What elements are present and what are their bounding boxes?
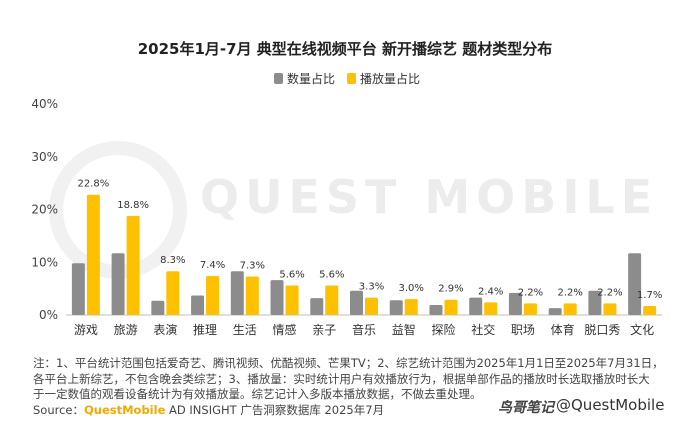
bar-count-7 — [350, 290, 363, 315]
source-line: Source：QuestMobile AD INSIGHT 广告洞察数据库 20… — [33, 403, 673, 419]
bar-play-8 — [404, 299, 418, 315]
y-tick-label: 20% — [31, 203, 58, 217]
bar-count-2 — [151, 300, 165, 315]
data-label-play-10: 2.4% — [478, 286, 503, 297]
x-tick-label: 音乐 — [352, 322, 376, 337]
data-label-play-3: 7.4% — [200, 260, 225, 271]
bar-play-6 — [325, 285, 339, 315]
x-tick-label: 情感 — [273, 322, 297, 337]
data-label-play-12: 2.2% — [557, 287, 582, 298]
bar-count-1 — [111, 253, 125, 315]
bar-play-3 — [206, 275, 220, 315]
chart-title: 2025年1月-7月 典型在线视频平台 新开播综艺 题材类型分布 — [137, 40, 553, 58]
bar-count-4 — [230, 271, 244, 315]
legend-swatch-play — [347, 73, 357, 84]
data-label-play-4: 7.3% — [240, 260, 265, 271]
y-tick-label: 10% — [31, 255, 58, 269]
brand-handle: @QuestMobile — [556, 396, 665, 414]
x-tick-label: 职场 — [511, 323, 535, 337]
data-label-play-2: 8.3% — [160, 255, 185, 266]
bar-play-9 — [444, 299, 458, 315]
x-tick-label: 体育 — [551, 322, 575, 337]
bar-play-14 — [643, 306, 657, 315]
legend-item-play: 播放量占比 — [347, 70, 420, 87]
note-line-1: 注：1、平台统计范围包括爱奇艺、腾讯视频、优酷视频、芒果TV；2、综艺统计范围为… — [33, 356, 664, 370]
bar-play-11 — [523, 303, 537, 315]
legend-swatch-count — [274, 73, 283, 84]
y-tick-label: 30% — [31, 150, 58, 164]
legend-label-count: 数量占比 — [287, 72, 336, 86]
footnotes: 注：1、平台统计范围包括爱奇艺、腾讯视频、优酷视频、芒果TV；2、综艺统计范围为… — [33, 356, 673, 418]
bar-count-13 — [588, 290, 602, 315]
x-tick-label: 探险 — [431, 322, 455, 337]
data-label-play-9: 2.9% — [438, 284, 463, 295]
chart-legend: 数量占比 播放量占比 — [274, 70, 420, 87]
bar-count-12 — [548, 308, 562, 315]
x-tick-label: 文化 — [630, 322, 654, 337]
bar-play-12 — [563, 303, 577, 315]
note-line-2: 各平台上新综艺，不包含晚会类综艺；3、播放量：实时统计用户有效播放行为，根据单部… — [33, 371, 650, 386]
bar-count-8 — [389, 300, 403, 315]
x-tick-label: 亲子 — [312, 323, 336, 337]
x-tick-label: 游戏 — [74, 323, 98, 337]
x-tick-label: 推理 — [193, 323, 217, 337]
source-detail: AD INSIGHT 广告洞察数据库 2025年7月 — [165, 402, 385, 417]
bar-count-11 — [508, 292, 522, 315]
data-label-play-1: 18.8% — [117, 200, 149, 211]
data-label-play-0: 22.8% — [77, 179, 109, 190]
bar-play-0 — [86, 194, 100, 315]
y-tick-label: 40% — [31, 97, 58, 111]
data-label-play-11: 2.2% — [518, 287, 543, 298]
legend-label-play: 播放量占比 — [360, 72, 421, 86]
x-tick-label: 益智 — [392, 322, 416, 337]
bar-play-5 — [285, 285, 299, 315]
source-label: Source： — [33, 402, 84, 417]
bar-count-14 — [628, 253, 642, 315]
bar-play-10 — [484, 302, 498, 315]
legend-item-count: 数量占比 — [274, 70, 335, 87]
bar-count-6 — [310, 298, 324, 315]
bar-count-0 — [71, 263, 85, 315]
note-line-3: 于一定数值的观看设备统计为有效播放量。综艺记计入多版本播放数据，不做去重处理。 — [33, 387, 482, 401]
source-brand: QuestMobile — [84, 402, 166, 417]
x-tick-label: 社交 — [471, 322, 495, 337]
bar-count-10 — [469, 297, 483, 315]
bar-play-13 — [603, 303, 617, 315]
bar-count-9 — [429, 304, 443, 315]
bar-count-5 — [270, 280, 284, 315]
x-tick-label: 表演 — [153, 322, 177, 337]
data-label-play-14: 1.7% — [637, 290, 662, 301]
watermark-text: QUEST MOBILE — [200, 170, 658, 224]
bar-play-2 — [166, 271, 180, 315]
bar-play-1 — [126, 215, 140, 315]
data-label-play-8: 3.0% — [399, 283, 424, 294]
brand-logo: 鸟哥笔记 — [498, 400, 554, 416]
bar-count-3 — [191, 295, 205, 315]
bar-play-4 — [245, 276, 259, 315]
data-label-play-5: 5.6% — [279, 269, 304, 280]
data-label-play-13: 2.2% — [597, 287, 622, 298]
x-tick-label: 脱口秀 — [584, 322, 620, 337]
x-tick-label: 生活 — [233, 323, 257, 337]
data-label-play-7: 3.3% — [359, 282, 384, 293]
x-tick-label: 旅游 — [114, 323, 138, 337]
y-tick-label: 0% — [39, 308, 58, 322]
bar-play-7 — [365, 297, 378, 315]
data-label-play-6: 5.6% — [319, 269, 344, 280]
